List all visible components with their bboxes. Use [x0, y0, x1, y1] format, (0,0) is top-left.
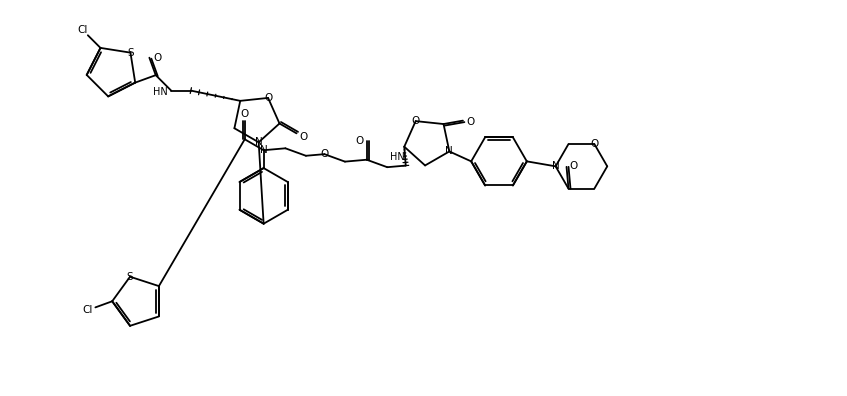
Text: S: S — [127, 272, 133, 282]
Text: O: O — [412, 116, 420, 126]
Text: O: O — [320, 149, 329, 159]
Text: N: N — [551, 161, 560, 171]
Text: O: O — [153, 53, 162, 63]
Text: O: O — [264, 93, 272, 103]
Text: N: N — [255, 137, 263, 147]
Text: O: O — [356, 136, 364, 146]
Text: O: O — [241, 109, 249, 119]
Text: HN: HN — [153, 87, 169, 97]
Text: S: S — [127, 48, 134, 58]
Text: O: O — [299, 132, 307, 142]
Text: O: O — [467, 117, 475, 127]
Text: N: N — [260, 145, 268, 155]
Text: Cl: Cl — [78, 25, 88, 35]
Text: O: O — [569, 161, 578, 171]
Text: Cl: Cl — [83, 305, 93, 315]
Text: O: O — [590, 139, 599, 149]
Text: N: N — [446, 147, 453, 156]
Text: HN: HN — [390, 152, 405, 162]
